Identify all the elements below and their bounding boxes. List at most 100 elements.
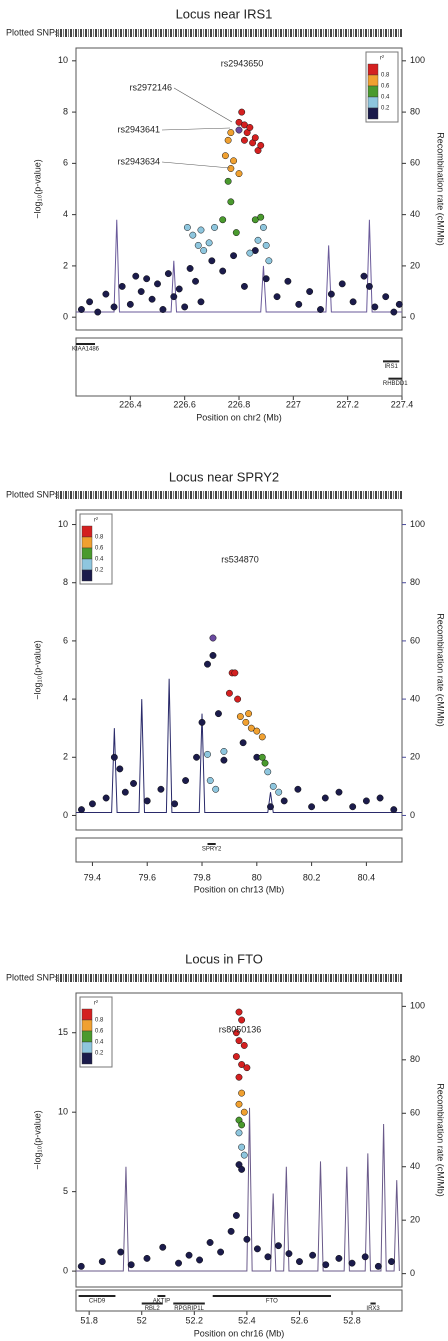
plot-frame — [75, 992, 403, 1288]
y-tick-label: 10 — [58, 1107, 68, 1117]
snp-point — [296, 1258, 303, 1266]
snp-point — [262, 275, 270, 283]
snp-point — [110, 303, 118, 311]
snp-point — [200, 247, 208, 254]
snp-point — [117, 1248, 125, 1256]
snp-point — [208, 257, 216, 265]
y-tick-label: 0 — [63, 1265, 68, 1275]
snp-point — [349, 803, 357, 811]
snp-point — [194, 241, 202, 249]
y2-tick-label: 0 — [410, 1268, 415, 1278]
snp-point — [227, 1227, 235, 1235]
legend-swatch — [81, 525, 93, 538]
x-tick-label: 52 — [137, 1315, 147, 1325]
snp-point — [235, 1100, 243, 1108]
snp-point — [88, 800, 96, 808]
y2-tick-label: 60 — [410, 158, 420, 168]
snp-point — [321, 794, 329, 802]
snp-point — [77, 306, 85, 313]
snp-annotation: rs534870 — [221, 554, 259, 564]
x-axis-title: Position on chr16 (Mb) — [194, 1328, 285, 1338]
annotation-leader — [161, 127, 231, 131]
snp-track — [56, 29, 402, 37]
snp-point — [102, 794, 110, 802]
snp-point — [232, 1029, 240, 1037]
snp-point — [197, 298, 205, 306]
snp-point — [243, 1064, 251, 1072]
snp-point — [116, 765, 124, 773]
snp-label: Plotted SNPs — [6, 27, 60, 37]
x-tick-label: 52.6 — [291, 1315, 309, 1325]
snp-point — [245, 710, 253, 718]
snp-point — [98, 1258, 106, 1266]
snp-point — [212, 785, 220, 793]
y-tick-label: 8 — [63, 106, 68, 116]
y2-tick-label: 40 — [410, 1161, 420, 1171]
y2-axis-title: Recombination rate (cM/Mb) — [436, 132, 446, 246]
x-tick-label: 226.6 — [173, 399, 196, 409]
legend-label: 0.2 — [95, 1051, 104, 1057]
snp-point — [264, 768, 272, 776]
y-tick-label: 6 — [63, 158, 68, 168]
snp-point — [335, 788, 343, 796]
legend-label: 0.4 — [95, 557, 104, 563]
y2-axis-title: Recombination rate (cM/Mb) — [436, 613, 446, 727]
snp-point — [295, 300, 303, 308]
snp-point — [235, 1008, 243, 1016]
legend-swatch — [367, 107, 379, 120]
snp-point — [183, 224, 191, 231]
y-tick-label: 0 — [63, 810, 68, 820]
snp-point — [232, 1053, 240, 1061]
x-tick-label: 79.6 — [138, 872, 156, 882]
gene-label: IRS1 — [384, 364, 398, 370]
legend-title: r² — [94, 1001, 98, 1007]
snp-point — [154, 280, 161, 288]
snp-annotation: rs2943650 — [221, 58, 264, 68]
snp-point — [94, 308, 102, 316]
legend-label: 0.4 — [381, 95, 390, 101]
snp-point — [197, 226, 205, 234]
legend-label: 0.6 — [381, 84, 390, 90]
legend-swatch — [367, 63, 379, 76]
snp-point — [317, 306, 324, 313]
snp-point — [265, 257, 273, 265]
gene-label: FTO — [266, 1299, 278, 1305]
snp-point — [211, 224, 219, 231]
snp-point — [143, 275, 151, 283]
chart-title: Locus near IRS1 — [176, 6, 273, 21]
snp-point — [102, 290, 110, 298]
y-tick-label: 8 — [63, 577, 68, 587]
y-tick-label: 6 — [63, 635, 68, 645]
snp-track — [56, 974, 402, 982]
snp-point — [238, 1143, 246, 1151]
x-tick-label: 80.2 — [303, 872, 321, 882]
snp-point — [240, 282, 248, 290]
legend-swatch — [81, 1030, 93, 1043]
x-tick-label: 226.8 — [228, 399, 251, 409]
y2-tick-label: 80 — [410, 106, 420, 116]
snp-point — [243, 1235, 251, 1243]
snp-point — [86, 298, 94, 306]
snp-point — [143, 1254, 151, 1262]
legend-swatch — [81, 1052, 93, 1065]
snp-point — [209, 652, 217, 659]
snp-point — [306, 288, 314, 295]
snp-point — [240, 1041, 248, 1049]
snp-point — [148, 295, 156, 303]
snp-point — [230, 157, 238, 165]
snp-point — [238, 1061, 246, 1068]
snp-point — [390, 308, 398, 316]
legend-swatch — [81, 547, 93, 560]
snp-point — [196, 1256, 204, 1264]
snp-point — [159, 306, 167, 313]
snp-point — [193, 753, 200, 761]
y2-tick-label: 0 — [410, 810, 415, 820]
snp-point — [175, 285, 183, 293]
snp-point — [224, 136, 232, 144]
snp-point — [264, 1253, 272, 1261]
x-tick-label: 227.2 — [336, 399, 359, 409]
snp-point — [247, 724, 255, 732]
y2-tick-label: 40 — [410, 209, 420, 219]
snp-point — [192, 277, 199, 285]
